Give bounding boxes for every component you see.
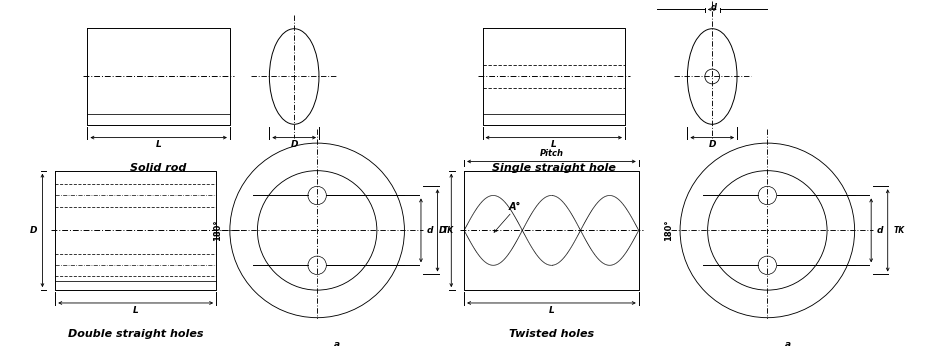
Text: L: L	[551, 140, 556, 149]
Text: L: L	[132, 306, 139, 315]
Text: a: a	[335, 340, 340, 346]
Text: D: D	[30, 226, 37, 235]
Text: A°: A°	[509, 202, 521, 212]
Text: d: d	[877, 226, 884, 235]
Text: 180°: 180°	[213, 220, 223, 241]
Text: L: L	[549, 306, 555, 315]
Text: TK: TK	[893, 226, 904, 235]
Text: D: D	[438, 226, 445, 235]
Text: d: d	[711, 3, 717, 12]
Text: d: d	[427, 226, 433, 235]
Text: a: a	[785, 340, 790, 346]
Text: D: D	[291, 140, 298, 149]
Text: Pitch: Pitch	[540, 149, 564, 158]
Text: L: L	[156, 140, 161, 149]
Text: D: D	[708, 140, 716, 149]
Text: Double straight holes: Double straight holes	[68, 329, 203, 339]
Text: 180°: 180°	[664, 220, 673, 241]
Text: Solid rod: Solid rod	[130, 163, 186, 173]
Text: TK: TK	[443, 226, 454, 235]
Text: Single straight hole: Single straight hole	[492, 163, 616, 173]
Text: Twisted holes: Twisted holes	[509, 329, 594, 339]
